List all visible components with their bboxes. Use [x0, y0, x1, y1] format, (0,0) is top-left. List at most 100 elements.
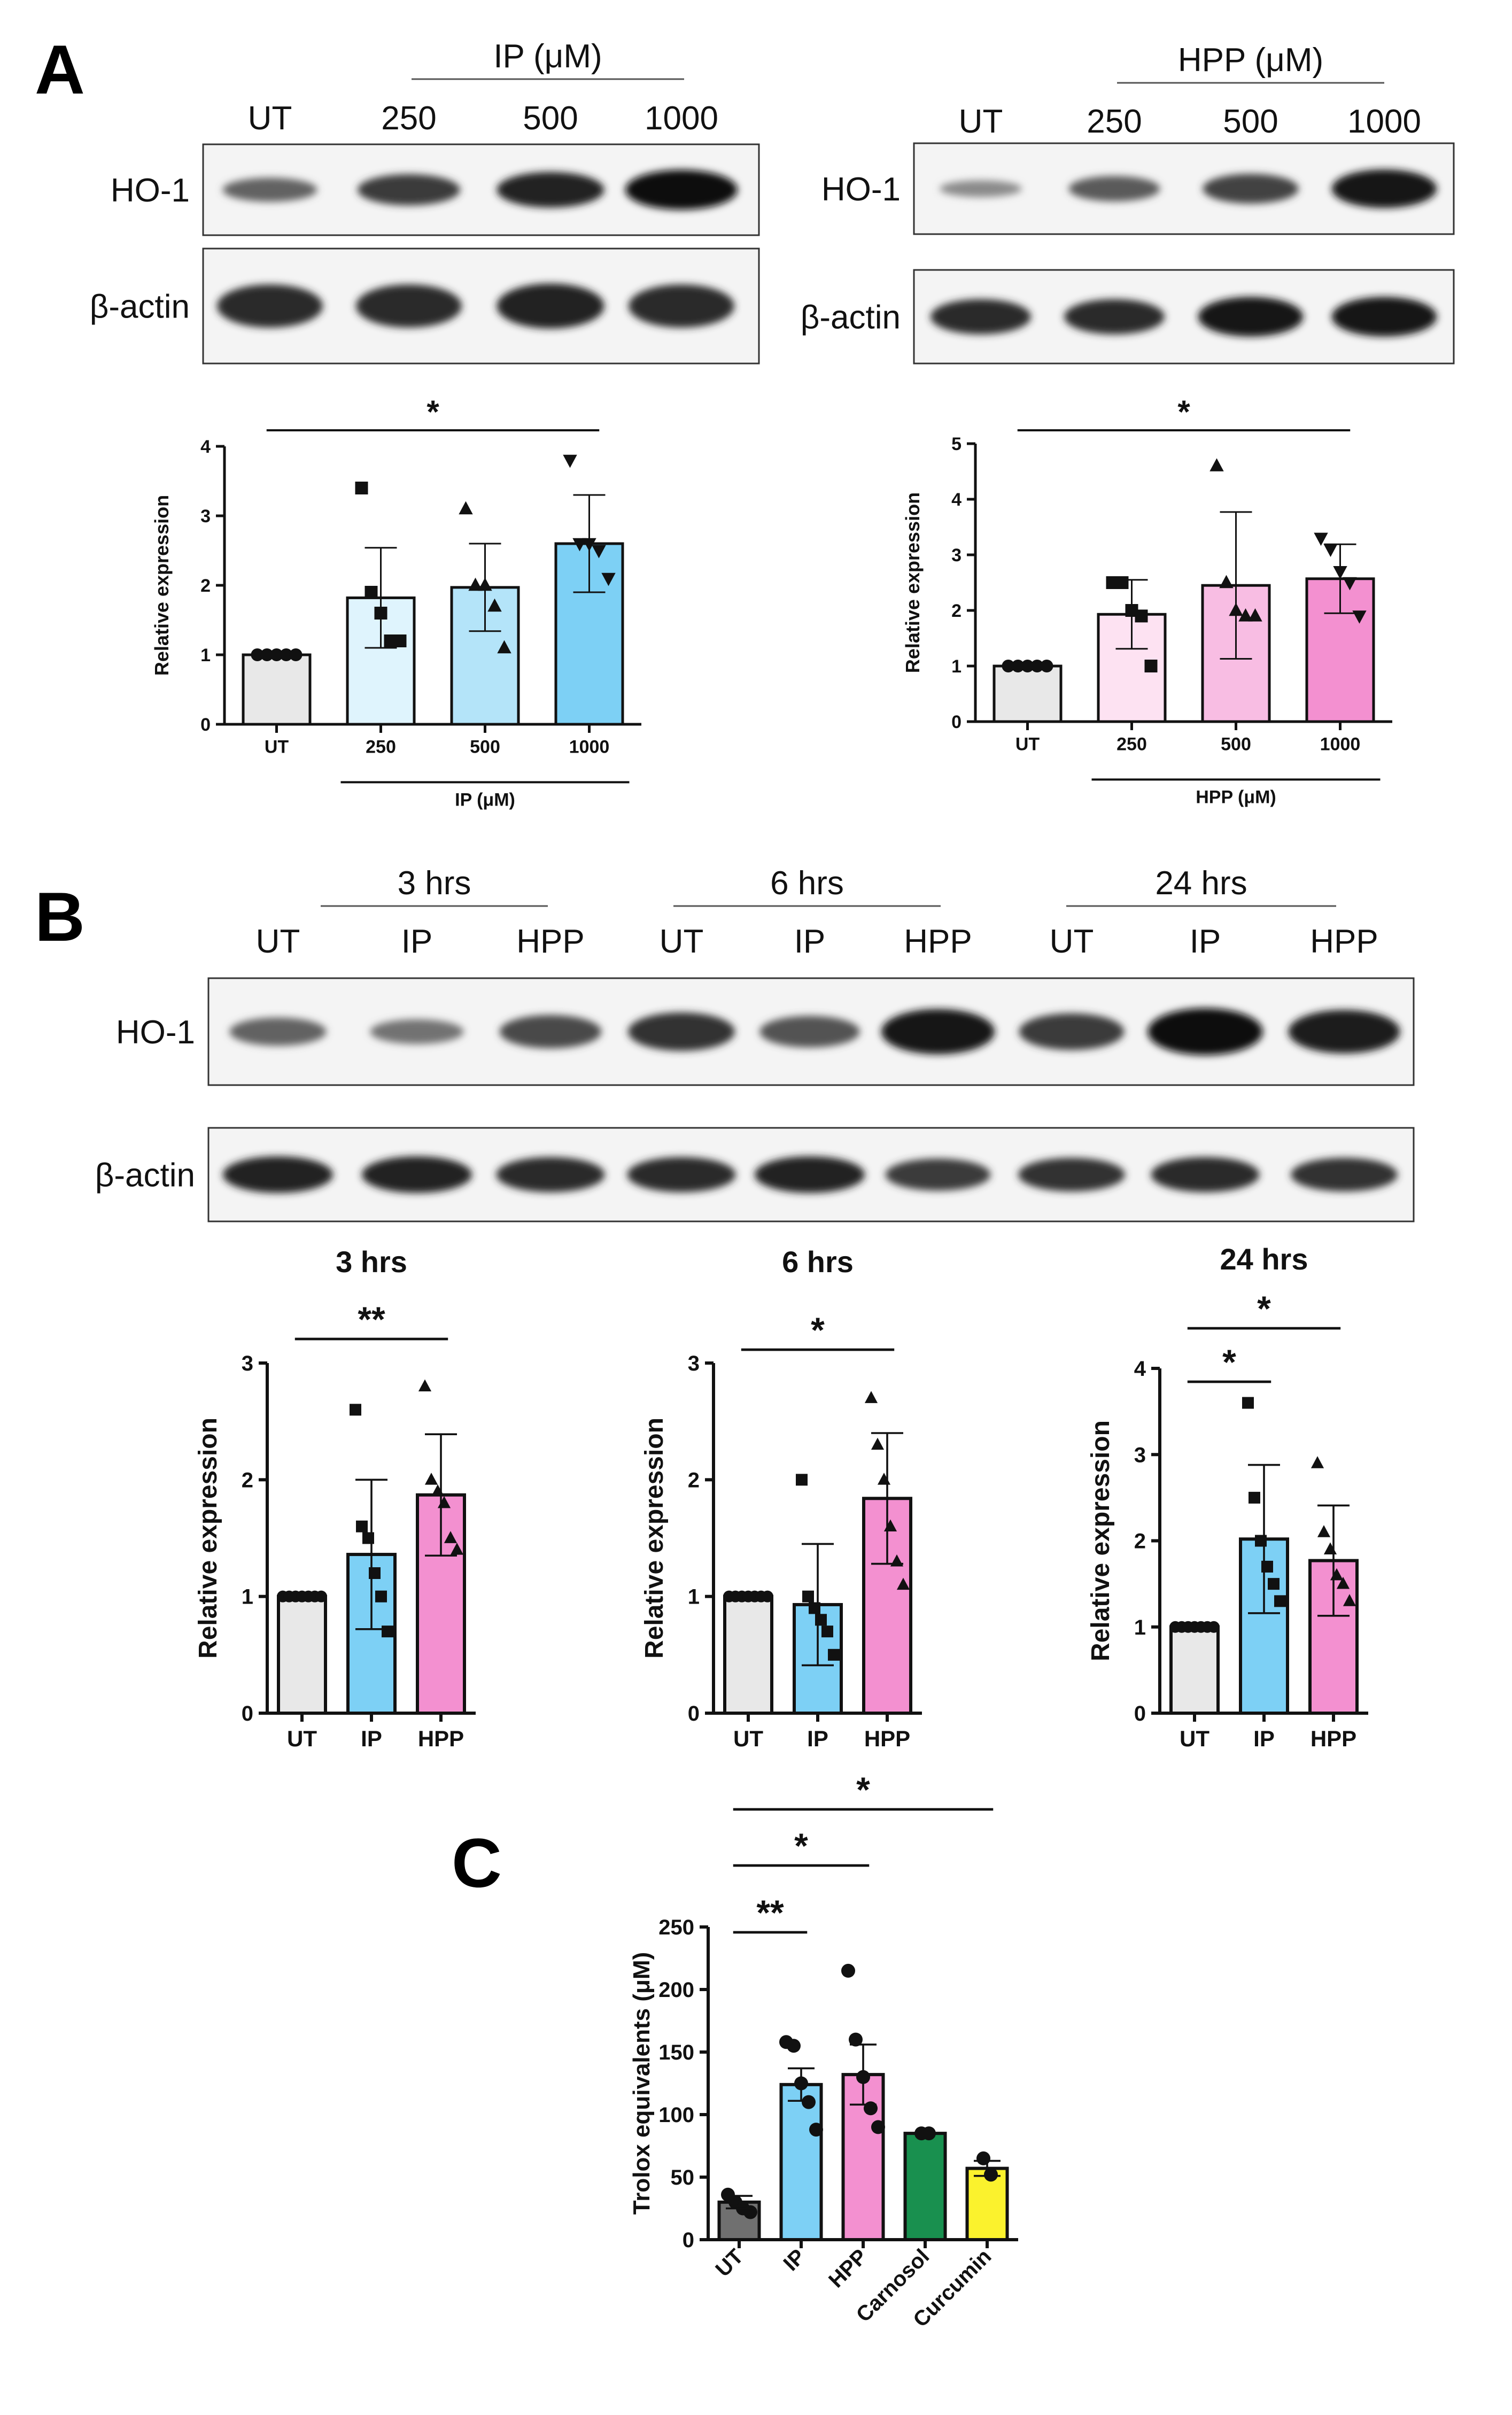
significance-label: *: [427, 394, 439, 430]
blot-b: 3 hrs 6 hrs 24 hrs UT IP HPP UT IP HPP UT IP HPP HO-…: [95, 865, 1415, 1222]
blot-band: [499, 1015, 602, 1049]
chart-a-ip: 0 1 2 3 4 UT 250 500 1000 Relative expression IP (…: [151, 394, 641, 810]
lane-label: IP: [401, 923, 433, 960]
data-point: [444, 1531, 458, 1543]
data-point: [356, 1520, 368, 1532]
blot-band: [1203, 174, 1299, 204]
bar: [903, 2132, 947, 2242]
y-axis-label: Relative expression: [194, 1418, 222, 1659]
y-tick-label: 4: [951, 490, 962, 510]
data-point: [1115, 576, 1129, 589]
data-point: [393, 634, 407, 647]
data-point: [841, 1963, 855, 1978]
lane-label: 1000: [1347, 103, 1421, 140]
chart-a-hpp: 0 1 2 3 4 5 UT 250 500 1000 Relative expression HPP…: [902, 394, 1392, 808]
data-point: [802, 1590, 814, 1603]
y-tick-label: 0: [951, 712, 962, 732]
data-point: [355, 482, 368, 494]
panel-label-a: A: [35, 30, 85, 109]
blot-band: [1064, 299, 1165, 335]
data-point: [1343, 1594, 1356, 1606]
x-tick-label: 250: [1116, 734, 1147, 754]
x-tick-label: 500: [470, 737, 500, 757]
blot-a-ip: IP (μM) UT 250 500 1000 HO-1 β-actin: [90, 38, 760, 365]
x-tick-label: UT: [1180, 1726, 1209, 1751]
x-axis-label: IP (μM): [455, 790, 515, 810]
data-point: [1248, 608, 1262, 622]
lane-label: UT: [1050, 923, 1094, 960]
lane-label: HPP: [1310, 923, 1378, 960]
x-tick-label: HPP: [1311, 1726, 1356, 1751]
panel-label-b: B: [35, 878, 85, 956]
x-tick-label: IP: [807, 1726, 828, 1751]
row-label: HO-1: [821, 171, 901, 208]
y-axis-label: Relative expression: [151, 495, 173, 676]
data-point: [1249, 1491, 1260, 1504]
chart-b-3hrs: 0 1 2 3 UT IP HPP Relative expression 3 hrs **: [194, 1245, 476, 1751]
blot-band: [1288, 1010, 1400, 1054]
data-point: [1317, 1525, 1331, 1537]
blot-band: [1331, 169, 1437, 208]
data-point: [497, 640, 511, 654]
data-point: [1021, 660, 1034, 672]
data-point: [1314, 532, 1328, 546]
data-point: [450, 1543, 464, 1555]
data-point: [871, 1437, 885, 1450]
band-group: [222, 169, 738, 210]
y-tick-label: 2: [242, 1468, 253, 1492]
data-point: [864, 1391, 878, 1403]
data-point: [1268, 1578, 1280, 1590]
data-point: [270, 648, 283, 661]
chart-b-6hrs: 0 1 2 3 UT IP HPP Relative expression 6 hrs *: [640, 1245, 922, 1751]
data-point: [1144, 660, 1158, 672]
data-point: [1002, 660, 1015, 672]
y-axis-label: Relative expression: [902, 492, 924, 673]
bar: [277, 1594, 327, 1715]
data-point: [382, 1626, 393, 1638]
y-tick-label: 2: [951, 601, 962, 621]
data-point: [424, 1473, 438, 1485]
lane-label: 500: [523, 100, 578, 137]
data-point: [821, 1626, 833, 1638]
blot-band: [625, 169, 738, 210]
treatment-label: IP (μM): [493, 38, 602, 75]
y-tick-label: 2: [688, 1468, 700, 1492]
blot-band: [930, 299, 1032, 335]
band-group: [217, 283, 734, 329]
blot-band: [497, 283, 604, 329]
y-tick-label: 2: [200, 576, 211, 596]
data-point: [896, 1577, 910, 1590]
blot-band: [358, 174, 460, 206]
blot-band: [1198, 297, 1304, 337]
data-point: [1274, 1595, 1286, 1607]
data-point: [762, 1590, 773, 1603]
data-point: [796, 1474, 808, 1486]
data-point: [365, 586, 378, 599]
time-group-label: 3 hrs: [398, 865, 471, 902]
y-tick-label: 50: [671, 2166, 695, 2189]
x-tick-label: UT: [287, 1726, 317, 1751]
data-point: [976, 2151, 990, 2165]
row-label: HO-1: [116, 1014, 195, 1051]
y-tick-label: 0: [200, 715, 211, 735]
data-point: [743, 2205, 757, 2219]
band-group: [229, 1008, 1400, 1055]
chart-title: 24 hrs: [1220, 1242, 1308, 1276]
x-tick-label: HPP: [864, 1726, 910, 1751]
bar: [1169, 1625, 1220, 1715]
bar: [993, 664, 1063, 723]
lane-label: 1000: [645, 100, 718, 137]
time-group-label: 24 hrs: [1155, 865, 1247, 902]
x-tick-label: 250: [366, 737, 396, 757]
panel-label-c: C: [452, 1824, 502, 1902]
lane-label: 250: [1087, 103, 1142, 140]
y-axis-label: Relative expression: [640, 1418, 669, 1659]
data-point: [1040, 660, 1053, 672]
data-point: [418, 1379, 432, 1392]
x-tick-label: 1000: [1320, 734, 1361, 754]
lane-label: HPP: [516, 923, 584, 960]
significance-label: *: [856, 1770, 870, 1809]
chart-title: 6 hrs: [782, 1245, 854, 1279]
bar: [242, 653, 312, 726]
data-point: [1011, 660, 1025, 672]
